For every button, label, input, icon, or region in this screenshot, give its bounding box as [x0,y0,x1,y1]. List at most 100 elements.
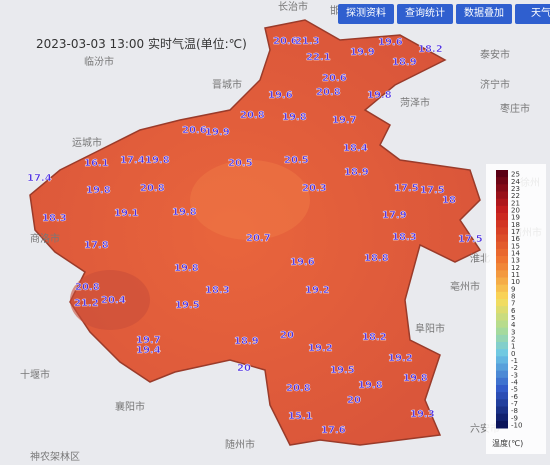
temperature-label: 19.8 [145,155,170,166]
legend-title: 温度(℃) [492,438,523,448]
legend-swatch [496,299,508,307]
legend-tick-label: 10 [511,278,520,286]
temperature-label: 19.8 [358,380,383,391]
city-label: 枣庄市 [500,102,530,115]
temperature-label: 19.3 [410,409,435,420]
temperature-label: 17.9 [382,210,407,221]
temperature-label: 21.3 [295,36,320,47]
legend-swatch [496,263,508,271]
temperature-label: 19.8 [172,207,197,218]
toolbar-button[interactable]: 天气t [515,4,550,24]
legend-swatch [496,227,508,235]
temperature-label: 19.9 [205,127,230,138]
legend-tick-label: 1 [511,343,515,351]
city-label: 亳州市 [450,280,480,293]
city-label: 襄阳市 [115,400,145,413]
city-label: 阜阳市 [415,322,445,335]
temperature-label: 20 [280,330,294,341]
legend-tick-label: 13 [511,257,520,265]
legend-tick-label: 12 [511,264,520,272]
legend-swatch [496,320,508,329]
legend-tick-label: 25 [511,171,520,179]
temperature-label: 17.5 [420,185,445,196]
temperature-label: 20.6 [322,73,347,84]
temperature-label: 20.6 [182,125,207,136]
temperature-label: 20.4 [101,295,126,306]
legend-tick-label: -2 [511,364,518,372]
temperature-label: 19.2 [308,343,333,354]
temperature-label: 17.5 [394,183,419,194]
temperature-label: 19.9 [350,47,375,58]
temperature-label: 20.5 [284,155,309,166]
temperature-label: 17.6 [321,425,346,436]
temperature-label: 19.8 [403,373,428,384]
legend-tick-label: 7 [511,300,515,308]
temperature-label: 16.1 [84,158,109,169]
legend-swatch [496,306,508,314]
legend-tick-label: 8 [511,292,515,300]
temperature-label: 18.9 [234,336,259,347]
temperature-label: 20.5 [228,158,253,169]
city-label: 泰安市 [480,48,510,61]
legend-tick-label: 6 [511,307,516,315]
temperature-label: 20.8 [75,282,100,293]
city-label: 商洛市 [30,232,60,245]
legend-swatch [496,313,508,321]
temperature-label: 19.1 [114,208,139,219]
temperature-label: 17.4 [27,173,52,184]
legend-swatch [496,198,508,207]
city-label: 晋城市 [212,78,242,91]
temperature-label: 20.8 [140,183,165,194]
temperature-label: 17.5 [458,234,483,245]
legend-tick-label: 14 [511,249,520,257]
toolbar-button[interactable]: 数据叠加 [456,4,512,24]
legend-swatch [496,277,508,286]
temperature-label: 18.3 [392,232,417,243]
legend-tick-label: 22 [511,192,520,200]
city-label: 运城市 [72,136,102,149]
legend-swatch [496,413,508,422]
toolbar-button[interactable]: 探测资料 [338,4,394,24]
legend-swatch [496,220,508,228]
legend-swatch [496,327,508,336]
toolbar-button[interactable]: 查询统计 [397,4,453,24]
city-label: 长治市 [278,0,308,13]
temperature-label: 19.6 [378,37,403,48]
legend-swatch [496,377,508,386]
legend-swatch [496,205,508,214]
temperature-label: 19.5 [330,365,355,376]
temperature-label: 19.8 [282,112,307,123]
temperature-label: 18.3 [205,285,230,296]
legend-tick-label: 20 [511,206,520,214]
temperature-label: 19.2 [388,353,413,364]
legend-swatch [496,399,508,407]
temperature-label: 17.4 [120,155,145,166]
temperature-label: 19.2 [305,285,330,296]
temperature-label: 20.3 [302,183,327,194]
legend-swatch [496,184,508,192]
legend-tick-label: -8 [511,407,518,415]
legend-tick-label: 9 [511,285,515,293]
legend-tick-label: 19 [511,214,520,222]
temperature-label: 18.9 [344,167,369,178]
legend-tick-label: -9 [511,414,518,422]
city-label: 临汾市 [84,55,114,68]
temperature-label: 19.4 [136,345,161,356]
temperature-label: 19.7 [136,335,161,346]
legend-swatch [496,284,508,293]
legend-tick-label: 21 [511,199,520,207]
legend-tick-label: 15 [511,242,520,250]
temperature-label: 18.4 [343,143,368,154]
legend-swatch [496,241,508,250]
legend-tick-label: 23 [511,185,520,193]
legend-swatch [496,177,508,185]
temperature-label: 19.6 [290,257,315,268]
legend-swatch [496,349,508,357]
legend-swatch [496,356,508,364]
temperature-label: 20.6 [273,36,298,47]
temperature-label: 18.2 [418,44,443,55]
temperature-label: 20 [347,395,361,406]
city-label: 十堰市 [20,368,50,381]
city-label: 济宁市 [480,78,510,91]
